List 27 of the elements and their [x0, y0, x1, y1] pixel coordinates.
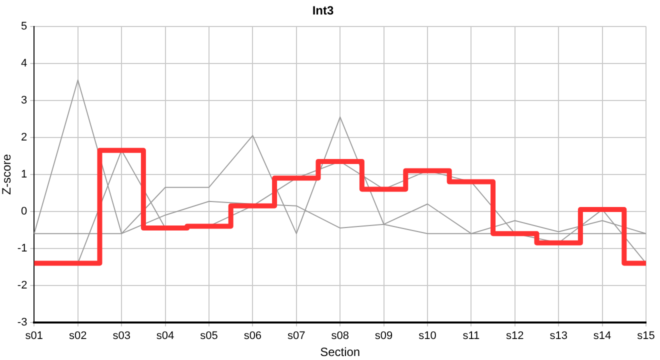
y-tick-label: 4: [21, 57, 28, 70]
x-axis-title: Section: [320, 345, 360, 360]
x-tick-label: s11: [462, 330, 480, 342]
x-tick-label: s08: [331, 330, 349, 342]
x-tick-label: s03: [112, 330, 130, 342]
x-tick-label: s09: [374, 330, 393, 342]
x-tick-label: s12: [506, 330, 524, 342]
y-tick-label: 3: [21, 94, 28, 106]
x-tick-label: s14: [593, 330, 612, 342]
x-tick-label: s01: [25, 330, 44, 342]
x-tick-label: s02: [69, 330, 87, 342]
x-tick-label: s04: [156, 330, 174, 342]
y-tick-label: 5: [21, 20, 28, 32]
y-tick-label: -3: [17, 316, 28, 328]
x-tick-label: s15: [637, 330, 655, 342]
x-tick-label: s10: [418, 330, 436, 342]
chart-title: Int3: [312, 4, 334, 18]
y-axis-title: Z-score: [0, 154, 14, 195]
x-tick-label: s05: [200, 330, 218, 342]
x-tick-label: s06: [244, 330, 262, 342]
x-tick-label: s07: [288, 330, 306, 342]
y-tick-label: 1: [21, 168, 28, 180]
y-tick-label: 0: [21, 205, 28, 218]
y-tick-label: 2: [21, 131, 28, 144]
y-tick-label: -1: [17, 242, 28, 254]
x-tick-label: s13: [550, 330, 568, 342]
y-tick-label: -2: [17, 279, 28, 292]
